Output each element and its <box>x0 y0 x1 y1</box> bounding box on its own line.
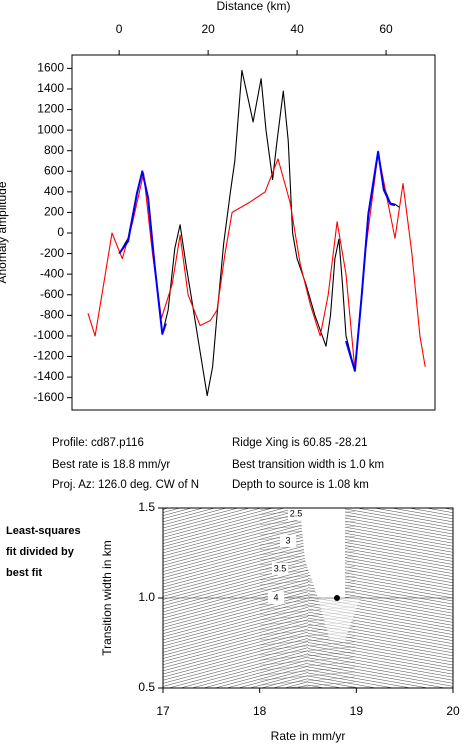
contour-label: 3.5 <box>274 563 287 573</box>
y-tick-label: 1.0 <box>138 590 155 604</box>
y-tick-label: 1000 <box>37 122 64 136</box>
y-tick-label: 800 <box>44 143 64 157</box>
x-tick-label: 60 <box>379 22 393 36</box>
contour-label-bg <box>268 592 284 604</box>
y-tick-label: -1400 <box>33 369 64 383</box>
x-tick-label: 18 <box>253 704 267 718</box>
y-tick-label: 200 <box>44 205 64 219</box>
line-series <box>118 150 396 372</box>
info-text: Best rate is 18.8 mm/yr <box>52 459 170 471</box>
y-axis-label: Anomaly amplitude <box>0 181 9 283</box>
y-tick-label: 0 <box>57 225 64 239</box>
x-tick-label: 0 <box>116 22 123 36</box>
y-tick-label: 1400 <box>37 81 64 95</box>
info-text: Best transition width is 1.0 km <box>232 459 384 471</box>
x-tick-label: 20 <box>201 22 215 36</box>
info-text: Profile: cd87.p116 <box>52 437 144 449</box>
y-tick-label: 400 <box>44 184 64 198</box>
y-tick-label: -1200 <box>33 349 64 363</box>
plot-frame <box>71 54 436 411</box>
y-tick-label: -800 <box>40 308 64 322</box>
plot-lines <box>87 69 426 397</box>
x-tick-label: 17 <box>156 704 170 718</box>
contour-label: 4 <box>273 592 278 602</box>
x-axis-label: Distance (km) <box>216 0 290 13</box>
x-tick-label: 19 <box>350 704 364 718</box>
y-tick-label: 1200 <box>37 102 64 116</box>
best-fit-point <box>334 595 340 601</box>
info-text: Ridge Xing is 60.85 -28.21 <box>232 437 368 449</box>
y-tick-label: -600 <box>40 287 64 301</box>
side-note: best fit <box>6 567 42 579</box>
side-note: fit divided by <box>6 546 75 558</box>
y-tick-label: 600 <box>44 163 64 177</box>
y-axis-label: Transition width in km <box>100 540 114 656</box>
y-tick-label: -200 <box>40 246 64 260</box>
x-tick-label: 20 <box>446 704 460 718</box>
contour-label: 3 <box>285 535 290 545</box>
info-text: Depth to source is 1.08 km <box>232 479 369 491</box>
contour-label: 2.5 <box>290 508 303 518</box>
y-tick-label: 1.5 <box>138 500 155 514</box>
info-text: Proj. Az: 126.0 deg. CW of N <box>52 479 199 491</box>
y-tick-label: -1000 <box>33 328 64 342</box>
y-tick-label: -400 <box>40 266 64 280</box>
x-tick-label: 40 <box>290 22 304 36</box>
y-tick-label: 0.5 <box>138 680 155 694</box>
y-tick-label: 1600 <box>37 61 64 75</box>
x-axis-label: Rate in mm/yr <box>271 729 346 743</box>
y-tick-label: -1600 <box>33 390 64 404</box>
contour-label-bg <box>272 563 288 575</box>
contour-label-bg <box>280 535 296 547</box>
contour-label-bg <box>288 508 304 520</box>
side-note: Least-squares <box>6 525 81 537</box>
